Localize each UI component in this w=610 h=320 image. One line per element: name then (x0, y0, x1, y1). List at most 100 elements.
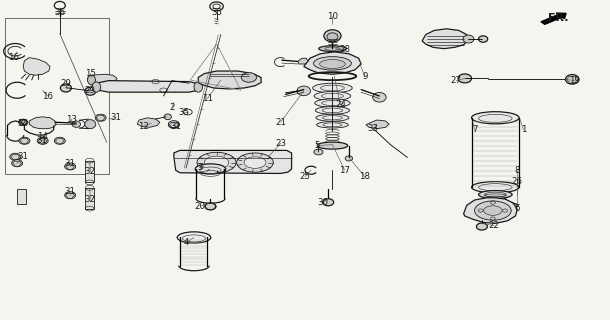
Ellipse shape (479, 191, 512, 198)
Ellipse shape (315, 99, 350, 107)
Text: 31: 31 (65, 159, 76, 168)
Text: 32: 32 (85, 195, 96, 204)
Text: 14: 14 (37, 132, 48, 141)
Ellipse shape (195, 164, 226, 174)
Ellipse shape (463, 35, 474, 43)
Text: 10: 10 (327, 12, 338, 20)
Ellipse shape (324, 30, 341, 42)
Ellipse shape (242, 73, 256, 82)
Text: 17: 17 (339, 166, 350, 175)
Ellipse shape (65, 163, 76, 170)
Text: 36: 36 (54, 8, 65, 17)
Ellipse shape (60, 84, 71, 92)
FancyArrow shape (541, 13, 566, 24)
Text: 29: 29 (60, 79, 71, 88)
Text: FR.: FR. (548, 12, 569, 23)
Text: 11: 11 (202, 94, 213, 103)
Ellipse shape (37, 137, 48, 144)
Text: 27: 27 (451, 76, 462, 85)
Circle shape (204, 156, 229, 169)
Ellipse shape (315, 107, 350, 114)
Text: 4: 4 (183, 238, 189, 247)
Text: 24: 24 (335, 100, 346, 109)
Ellipse shape (478, 36, 488, 42)
Ellipse shape (168, 121, 179, 128)
Text: 16: 16 (8, 53, 19, 62)
Text: 9: 9 (362, 72, 367, 81)
Ellipse shape (565, 75, 579, 84)
Polygon shape (29, 117, 56, 129)
Ellipse shape (19, 119, 27, 125)
Ellipse shape (345, 156, 353, 161)
Ellipse shape (177, 232, 211, 243)
Circle shape (237, 153, 273, 172)
Ellipse shape (297, 86, 310, 96)
Polygon shape (174, 150, 292, 173)
Polygon shape (23, 58, 50, 75)
Text: 22: 22 (489, 221, 500, 230)
Polygon shape (366, 120, 389, 129)
Bar (85, 188, 94, 209)
Ellipse shape (95, 114, 106, 121)
Text: 12: 12 (138, 122, 149, 131)
Ellipse shape (12, 160, 23, 167)
Text: 7: 7 (472, 125, 478, 134)
Ellipse shape (327, 33, 338, 41)
Bar (85, 161, 94, 182)
Ellipse shape (205, 203, 216, 210)
Ellipse shape (168, 121, 179, 128)
Ellipse shape (88, 75, 96, 85)
Ellipse shape (54, 137, 65, 144)
Text: 19: 19 (569, 76, 580, 85)
Ellipse shape (65, 192, 76, 199)
Ellipse shape (313, 83, 353, 93)
Text: 31: 31 (36, 136, 47, 145)
Ellipse shape (19, 137, 30, 144)
Text: 30: 30 (318, 198, 329, 207)
Polygon shape (88, 74, 117, 85)
Polygon shape (298, 58, 308, 64)
Ellipse shape (316, 114, 349, 121)
Text: 31: 31 (110, 113, 121, 122)
Text: 35: 35 (211, 8, 222, 17)
Text: 33: 33 (368, 124, 379, 133)
Ellipse shape (458, 74, 472, 83)
Circle shape (475, 201, 511, 220)
Bar (17, 189, 26, 204)
Text: 31: 31 (170, 122, 181, 131)
Text: 16: 16 (42, 92, 53, 100)
Circle shape (484, 206, 502, 215)
Text: 31: 31 (65, 188, 76, 196)
Text: 26: 26 (512, 177, 523, 186)
Ellipse shape (194, 82, 203, 92)
Polygon shape (137, 118, 160, 127)
Polygon shape (96, 81, 201, 92)
Text: 31: 31 (18, 152, 29, 161)
Ellipse shape (314, 149, 323, 155)
Text: 13: 13 (66, 115, 77, 124)
Polygon shape (198, 71, 261, 89)
Ellipse shape (72, 121, 81, 127)
Polygon shape (464, 198, 517, 223)
Text: 5: 5 (314, 141, 320, 150)
Text: 25: 25 (300, 172, 310, 181)
Ellipse shape (164, 114, 171, 120)
Ellipse shape (476, 223, 487, 230)
Text: 34: 34 (18, 119, 29, 128)
Ellipse shape (92, 82, 101, 92)
Text: 32: 32 (85, 167, 96, 176)
Text: 6: 6 (514, 204, 520, 213)
Circle shape (197, 152, 236, 173)
Ellipse shape (85, 87, 96, 95)
Ellipse shape (10, 153, 21, 160)
Ellipse shape (472, 182, 519, 193)
Text: 29: 29 (85, 86, 96, 95)
Text: 1: 1 (520, 125, 526, 134)
Text: 35: 35 (179, 108, 190, 116)
Ellipse shape (320, 60, 345, 68)
Ellipse shape (373, 92, 386, 102)
Text: 21: 21 (275, 118, 286, 127)
Ellipse shape (319, 46, 346, 52)
Bar (5, 18, 109, 174)
Text: 20: 20 (195, 202, 206, 211)
